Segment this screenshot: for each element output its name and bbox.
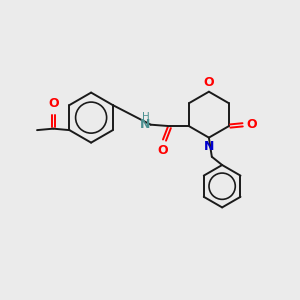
Text: O: O <box>48 98 58 110</box>
Text: H: H <box>142 112 150 122</box>
Text: O: O <box>157 144 168 158</box>
Text: N: N <box>204 140 214 153</box>
Text: O: O <box>246 118 257 131</box>
Text: O: O <box>204 76 214 89</box>
Text: N: N <box>140 118 150 130</box>
